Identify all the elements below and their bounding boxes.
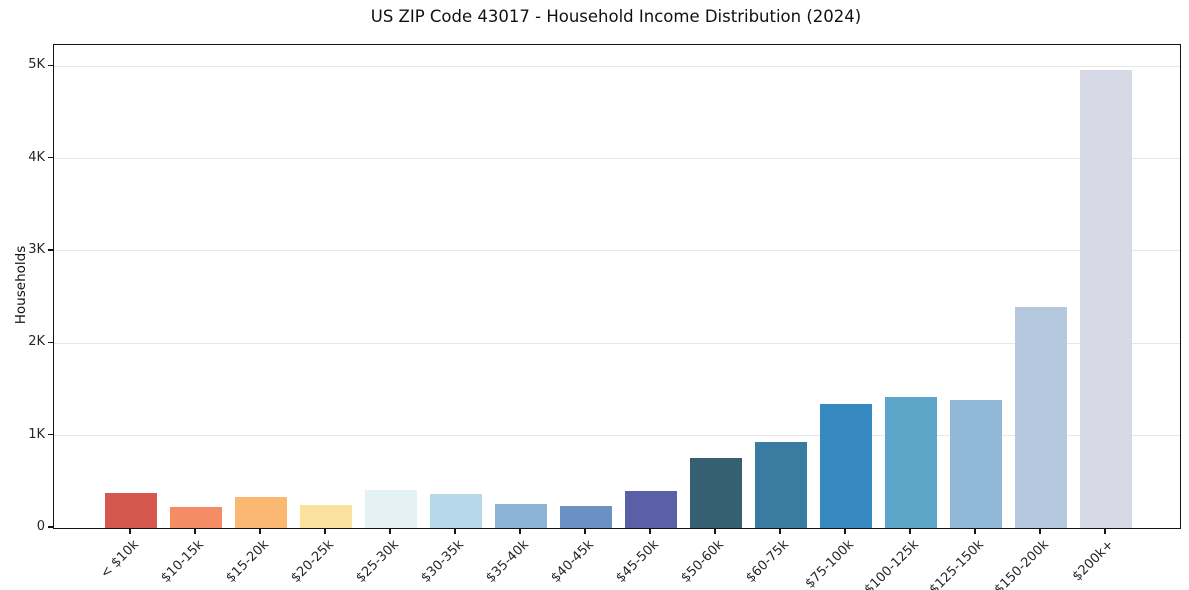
gridline-y-4k	[54, 158, 1180, 160]
x-tick-mark	[909, 528, 911, 534]
x-tick-label: $20-25k	[288, 537, 337, 586]
bar-20-25k	[300, 504, 352, 528]
gridline-y-2k	[54, 342, 1180, 344]
y-tick-label: 2K	[28, 334, 45, 350]
bar-100-125k	[885, 396, 937, 528]
x-tick-mark	[454, 528, 456, 534]
y-axis-label: Households	[13, 245, 29, 325]
x-tick-mark	[129, 528, 131, 534]
x-tick-label: $125-150k	[926, 537, 987, 590]
x-tick-label: $45-50k	[613, 537, 662, 586]
bar-15-20k	[235, 497, 287, 528]
plot-area	[53, 44, 1181, 529]
x-tick-mark	[779, 528, 781, 534]
x-tick-label: $200k+	[1069, 537, 1117, 585]
bar-60-75k	[755, 442, 807, 528]
bar-10-15k	[170, 506, 222, 528]
bar-10k	[105, 492, 157, 528]
x-tick-label: $50-60k	[678, 537, 727, 586]
x-tick-mark	[649, 528, 651, 534]
x-tick-mark	[1039, 528, 1041, 534]
bar-200k	[1080, 69, 1132, 528]
y-tick-mark	[48, 341, 53, 343]
x-tick-label: $30-35k	[418, 537, 467, 586]
x-tick-label: $75-100k	[802, 537, 857, 590]
bar-75-100k	[820, 404, 872, 528]
y-tick-mark	[48, 433, 53, 436]
y-tick-mark	[48, 64, 53, 66]
x-tick-mark	[844, 528, 846, 534]
x-tick-mark	[389, 528, 391, 534]
x-tick-mark	[584, 528, 586, 534]
chart-title: US ZIP Code 43017 - Household Income Dis…	[370, 7, 862, 26]
bar-35-40k	[495, 504, 547, 528]
bar-50-60k	[690, 457, 742, 528]
bar-40-45k	[560, 506, 612, 528]
x-tick-mark	[194, 528, 196, 534]
x-tick-mark	[519, 528, 521, 534]
y-tick-label: 5K	[28, 57, 45, 73]
y-tick-label: 1K	[28, 426, 45, 442]
bar-125-150k	[950, 399, 1002, 528]
bar-45-50k	[625, 491, 677, 528]
x-tick-label: $60-75k	[743, 537, 792, 586]
x-tick-mark	[974, 528, 976, 534]
gridline-y-1k	[54, 435, 1180, 437]
x-tick-label: < $10k	[97, 537, 142, 582]
bar-30-35k	[430, 493, 482, 528]
x-tick-label: $40-45k	[548, 537, 597, 586]
x-tick-label: $100-125k	[861, 537, 922, 590]
x-tick-label: $25-30k	[353, 537, 402, 586]
x-tick-mark	[1104, 528, 1106, 534]
x-tick-mark	[714, 528, 716, 534]
x-tick-mark	[259, 528, 261, 534]
bar-25-30k	[365, 490, 417, 528]
x-tick-label: $35-40k	[483, 537, 532, 586]
y-tick-mark	[48, 249, 53, 251]
y-tick-mark	[48, 156, 53, 159]
y-tick-label: 4K	[28, 149, 45, 165]
x-tick-label: $10-15k	[158, 537, 207, 586]
y-tick-mark	[48, 526, 53, 528]
gridline-y-3k	[54, 250, 1180, 252]
gridline-y-5k	[54, 65, 1180, 67]
bar-150-200k	[1015, 307, 1067, 528]
x-tick-label: $15-20k	[223, 537, 272, 586]
y-tick-label: 3K	[28, 241, 45, 257]
x-tick-label: $150-200k	[991, 537, 1052, 590]
y-tick-label: 0	[36, 519, 45, 534]
x-tick-mark	[324, 528, 326, 534]
